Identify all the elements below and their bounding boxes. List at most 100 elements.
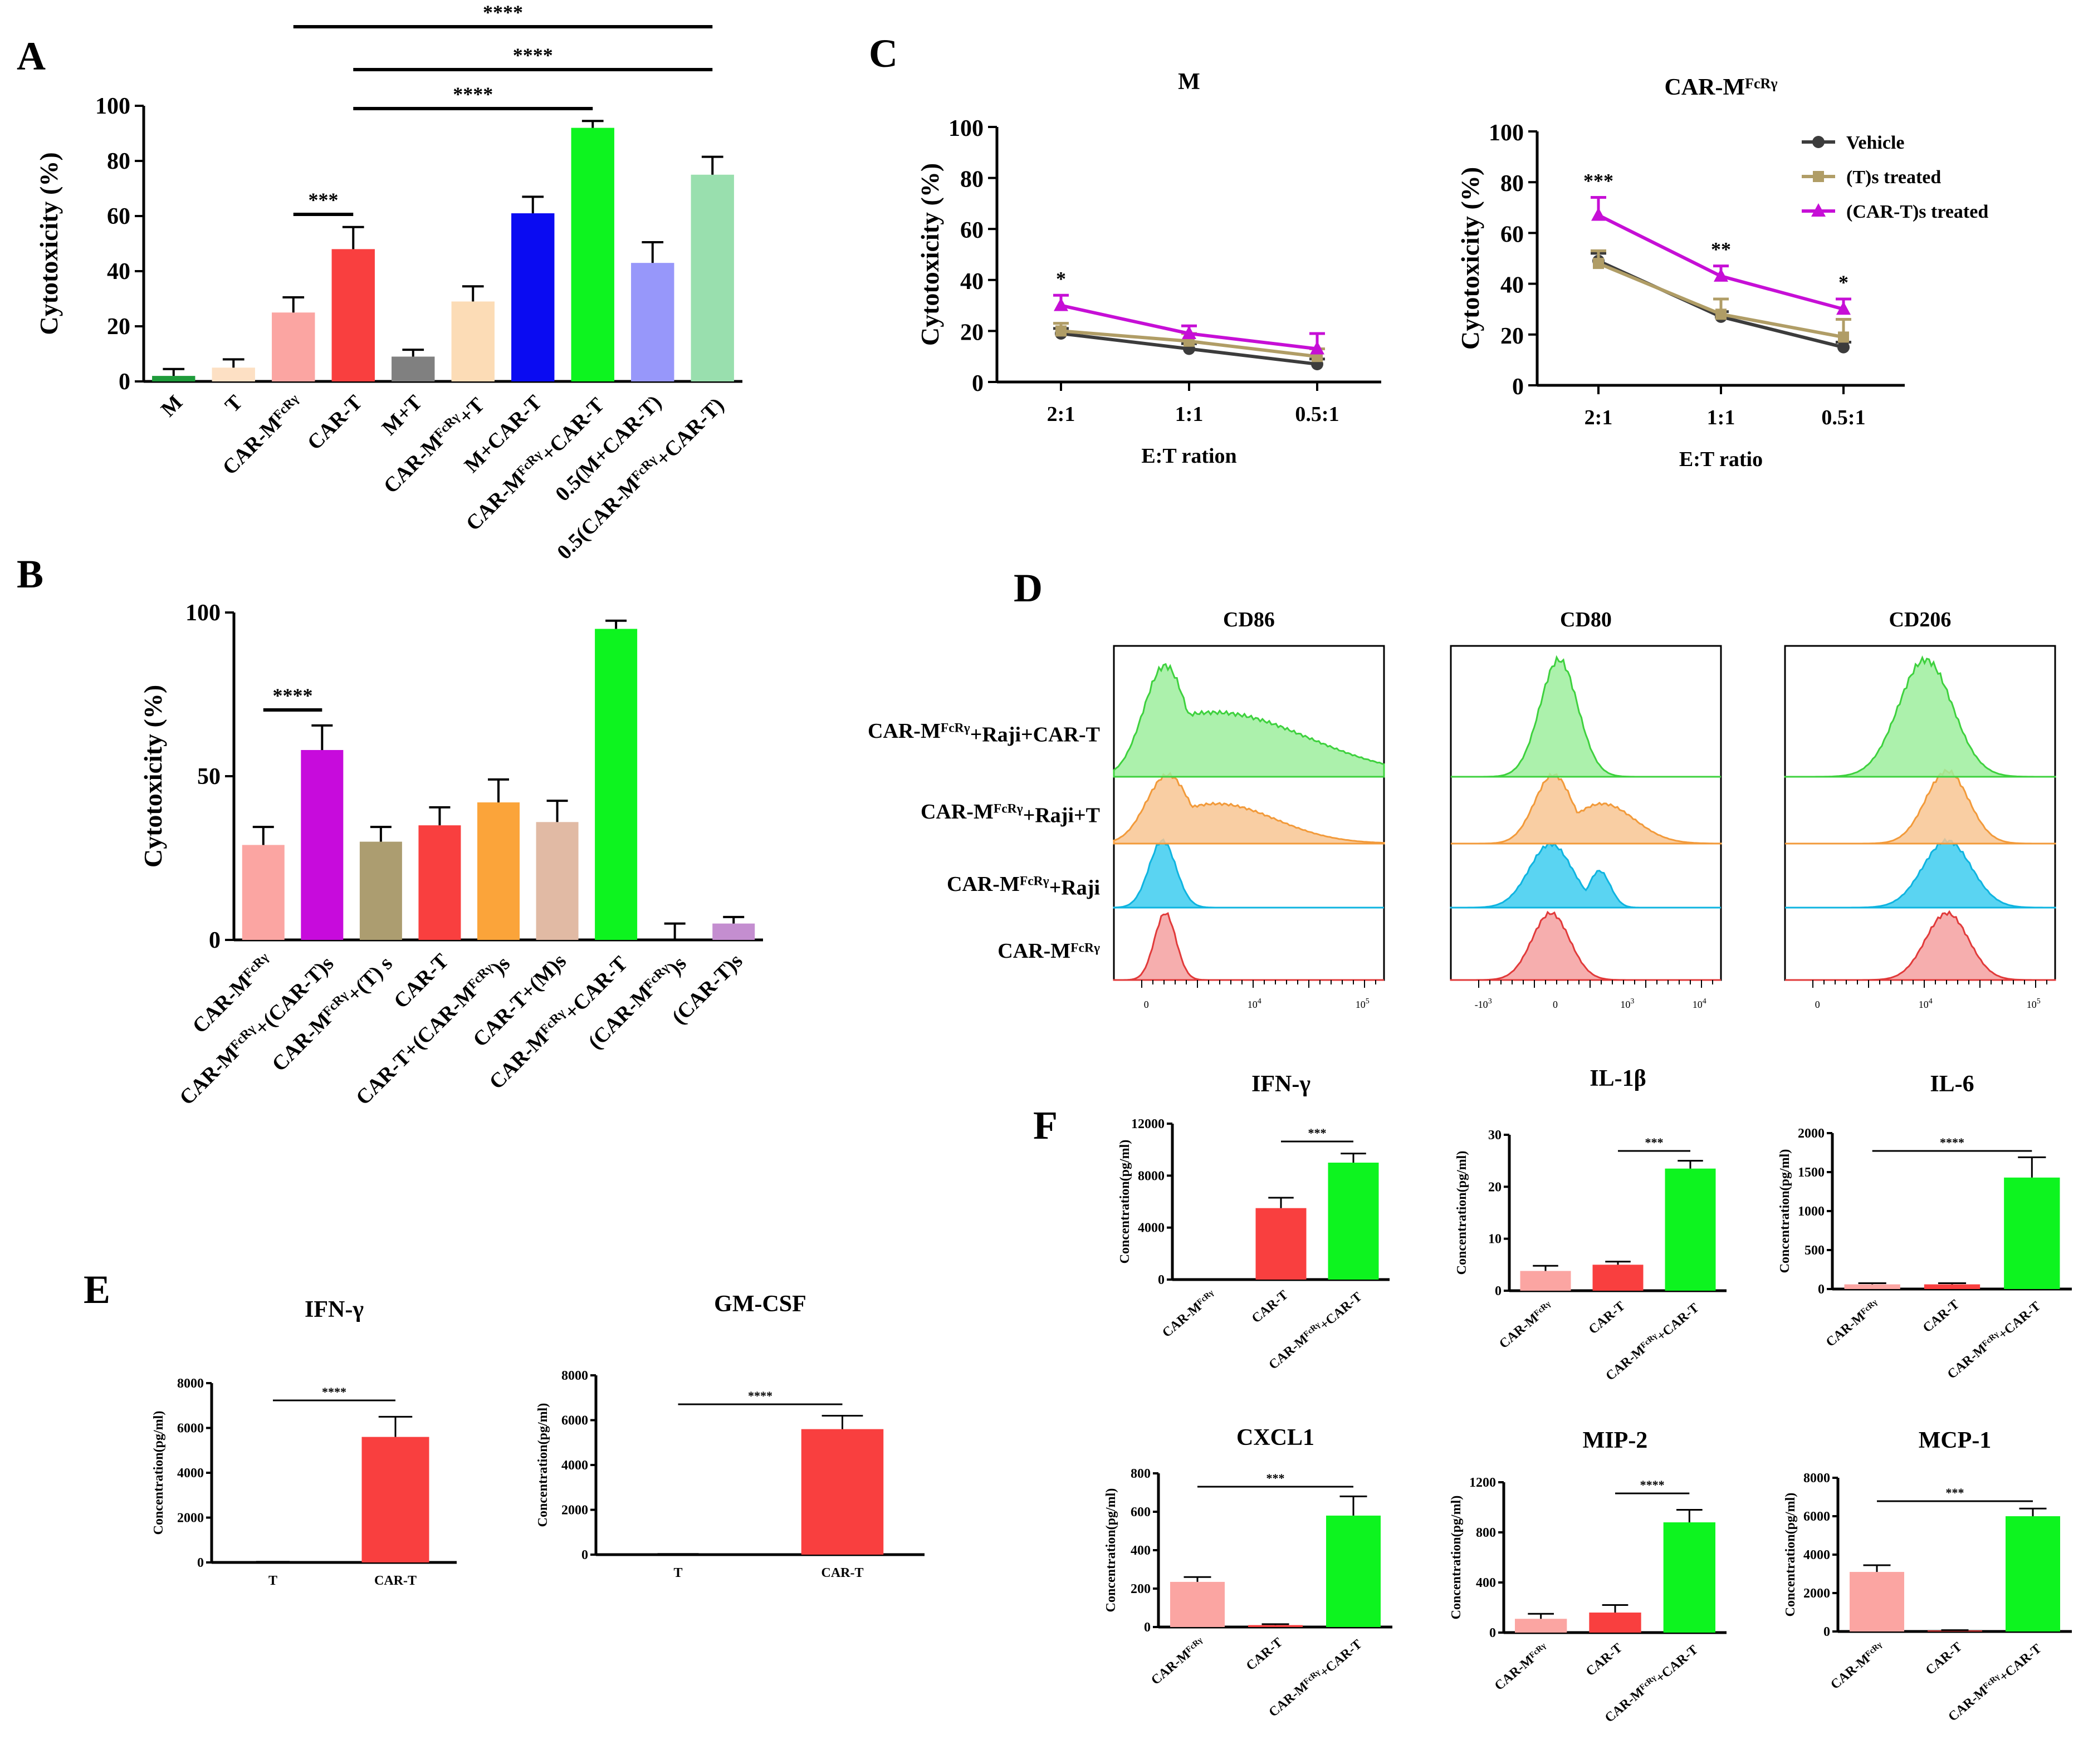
significance-label: ***	[1266, 1471, 1285, 1485]
x-tick-label-car-t: CAR-T	[1586, 1299, 1628, 1337]
flow-axis-tick-label: 0	[1144, 999, 1149, 1010]
point-car-t-s-treated	[1182, 325, 1196, 339]
y-tick-label: 4000	[177, 1466, 204, 1481]
bar-car-t	[1928, 1630, 1982, 1631]
y-tick-label: 8000	[561, 1369, 588, 1383]
flow-axis-tick-exp: 5	[2037, 997, 2041, 1006]
flow-title-cd206: CD206	[1889, 608, 1952, 631]
x-tick-label: 1:1	[1175, 403, 1204, 426]
y-tick-label: 40	[1500, 273, 1524, 298]
bar-car-m-fcr-car-t	[571, 128, 614, 381]
panel-label-b: B	[17, 552, 43, 596]
y-tick-label: 30	[1488, 1128, 1502, 1143]
y-tick-label: 6000	[1803, 1510, 1830, 1524]
y-axis-label: Concentration(pg/ml)	[1778, 1149, 1792, 1273]
flow-histogram	[1785, 910, 2055, 981]
significance-label: ****	[513, 44, 553, 66]
x-tick-label-car-t: CAR-T	[1583, 1641, 1625, 1679]
flow-row-label-car-m-fcr-raji-t-sup: FcRγ	[994, 801, 1023, 816]
point-car-t-s-treated	[1310, 341, 1324, 355]
bar-car-t	[1248, 1625, 1303, 1627]
panel-e-gmcsf-chart: GM-CSF 0 2000 4000 6000 8000 Concentration(pg/…	[536, 1291, 925, 1580]
significance-label: ****	[1640, 1478, 1665, 1492]
y-tick-label: 0	[197, 1556, 204, 1570]
significance-label: ***	[1946, 1486, 1964, 1500]
x-axis-label: E:T ration	[1141, 444, 1236, 468]
x-tick-label-car-m-fcr-sup: FcRγ	[1195, 1288, 1215, 1307]
flow-title-cd80: CD80	[1560, 608, 1612, 631]
y-tick-label: 100	[185, 600, 221, 626]
significance-label: ***	[1645, 1135, 1664, 1149]
flow-axis-tick-label: 104	[1693, 997, 1706, 1010]
x-axis-label: E:T ratio	[1679, 448, 1763, 471]
flow-axis-tick-label: 0	[1553, 999, 1558, 1010]
chart-title: IFN-γ	[1251, 1071, 1310, 1097]
annotation-label: *	[1838, 271, 1849, 293]
y-tick-label: 100	[95, 94, 130, 119]
x-tick-label-t: T	[268, 1574, 277, 1588]
chart-title: CXCL1	[1236, 1425, 1314, 1451]
point-car-t-s-treated	[1836, 301, 1851, 315]
flow-axis-tick-label: 105	[1356, 997, 1370, 1010]
flow-histogram	[1785, 768, 2055, 845]
significance-label: ***	[1308, 1126, 1327, 1140]
y-tick-label: 80	[107, 149, 130, 174]
significance-label: ****	[483, 1, 523, 23]
flow-histogram	[1451, 655, 1721, 778]
y-tick-label: 60	[1500, 222, 1524, 247]
y-tick-label: 0	[119, 369, 130, 395]
chart-title: GM-CSF	[714, 1291, 806, 1317]
y-tick-label: 400	[1476, 1576, 1496, 1590]
point-t-s-treated	[1593, 258, 1604, 270]
y-tick-label: 400	[1131, 1543, 1151, 1558]
x-tick-label-t: T	[673, 1566, 682, 1580]
bar-car-t	[801, 1429, 884, 1555]
y-axis-label: Concentration(pg/ml)	[536, 1403, 550, 1527]
y-tick-label: 80	[960, 167, 984, 193]
y-tick-label: 0	[1158, 1273, 1165, 1287]
y-tick-label: 6000	[561, 1414, 588, 1428]
legend-label-vehicle: Vehicle	[1846, 133, 1905, 153]
chart-title: IL-1β	[1590, 1066, 1646, 1091]
significance-label: ****	[748, 1389, 772, 1403]
y-tick-label: 80	[1500, 171, 1524, 197]
bar-m-t	[392, 356, 435, 381]
x-tick-label-car-m-fcr-sup: FcRγ	[271, 391, 302, 423]
flow-axis-tick-label: 0	[1815, 999, 1820, 1010]
bar-car-t	[1592, 1265, 1644, 1291]
flow-row-label-car-m-fcr-raji-car-t-rest: +Raji+CAR-T	[970, 723, 1100, 746]
bar-car-m-fcr-car-t	[1665, 1168, 1716, 1291]
flow-axis-tick-exp: 3	[1488, 997, 1492, 1006]
y-axis-label: Cytotoxicity (%)	[1456, 167, 1484, 350]
chart-title-sup: FcRγ	[1745, 75, 1777, 91]
bar-t	[212, 367, 255, 381]
bar-car-m-fcr	[1520, 1271, 1571, 1291]
x-tick-label-car-m-fcr: CAR-MFcRγ	[1823, 1297, 1882, 1350]
flow-row-label-car-m-fcr-raji-t: CAR-MFcRγ+Raji+T	[921, 800, 1100, 827]
x-tick-label-car-m-fcr: CAR-MFcRγ	[1160, 1288, 1219, 1341]
x-tick-label: 1:1	[1707, 406, 1735, 429]
y-tick-label: 20	[1500, 324, 1524, 349]
point-t-s-treated	[1838, 331, 1849, 343]
flow-histogram	[1113, 838, 1384, 909]
y-tick-label: 100	[948, 116, 984, 141]
y-axis-label: Concentration(pg/ml)	[1783, 1493, 1798, 1617]
bar-car-m-fcr-car-t	[2004, 1177, 2060, 1289]
y-tick-label: 1200	[1469, 1476, 1496, 1490]
significance-label: ****	[322, 1385, 346, 1399]
panel-f-ifng-chart: IFN-γ 0 4000 8000 12000 Concentration(pg/ml) C…	[1118, 1071, 1390, 1374]
x-tick-label-car-m-fcr-car-t-rest: +CAR-T	[1317, 1637, 1365, 1680]
y-tick-label: 100	[1489, 120, 1524, 146]
panel-e-ifng-chart: IFN-γ 0 2000 4000 6000 8000 Concentration(pg/m…	[151, 1297, 457, 1588]
bar-m-car-t	[511, 213, 555, 381]
x-tick-label-car-t: CAR-T	[1923, 1640, 1965, 1678]
y-tick-label: 4000	[1138, 1221, 1165, 1236]
y-tick-label: 0	[581, 1548, 588, 1562]
x-tick-label-car-m-fcr-s: (CAR-MFcRγ)s	[584, 949, 691, 1057]
y-tick-label: 2000	[1803, 1586, 1830, 1601]
y-tick-label: 8000	[1138, 1169, 1165, 1183]
y-tick-label: 50	[197, 764, 221, 790]
y-tick-label: 20	[960, 320, 984, 345]
legend-marker	[1811, 203, 1826, 217]
